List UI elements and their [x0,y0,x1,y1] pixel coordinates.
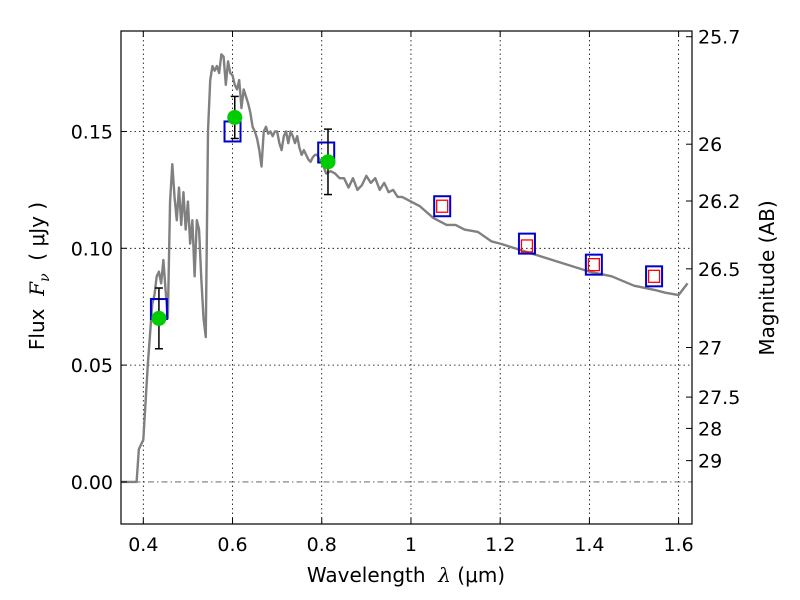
grid [121,31,692,524]
mag-tick-label: 26.5 [698,259,740,281]
x-axis-title-unit: (μm) [451,563,505,587]
x-tick-label: 1.6 [664,534,694,556]
y-axis-title-subscript: ν [37,273,53,282]
y-axis-title: Flux Fν ( μJy ) [25,202,53,350]
axis-ticks: 0.4 0.6 0.8 1 1.2 1.4 1.6 0.00 0.05 0.10 0.15 25.7 2… [71,27,741,556]
observed-point [320,154,336,170]
x-axis-title-prefix: Wavelength [307,563,438,587]
y-axis-title-symbol: F [25,281,49,297]
plot-area [121,53,689,484]
plot-series [121,53,689,484]
mag-tick-label: 25.7 [698,27,740,49]
mag-tick-label: 29 [698,451,722,473]
y-axis-title-unit: μJy [25,216,49,247]
y2-axis-title: Magnitude (AB) [755,200,779,355]
mag-tick-label: 27.5 [698,387,740,409]
model-photometry-box [433,195,452,218]
x-tick-label: 0.6 [217,534,247,556]
x-axis-title-symbol: λ [437,563,451,587]
observed-point [227,109,243,125]
model-spectrum-line [121,53,689,484]
x-tick-label: 1.2 [485,534,515,556]
x-axis-title: Wavelength λ (μm) [307,563,505,587]
y-axis-title-open: ( [25,247,49,274]
model-photometry-box [645,265,664,288]
x-tick-label: 1.4 [574,534,604,556]
mag-tick-label: 27 [698,337,722,359]
y-tick-label: 0.00 [71,472,113,494]
red-square-marker [520,239,534,253]
x-tick-label: 1 [405,534,417,556]
mag-tick-label: 26.2 [698,191,740,213]
axes-frame [120,30,693,525]
mag-tick-label: 28 [698,418,722,440]
red-square-marker [436,199,449,213]
y-tick-label: 0.15 [71,121,113,143]
model-photometry-box [584,253,603,276]
model-photometry-box [517,232,536,255]
x-tick-label: 0.4 [128,534,158,556]
x-tick-label: 0.8 [307,534,337,556]
y-tick-label: 0.05 [71,355,113,377]
red-square-marker [647,269,661,283]
mag-tick-label: 26 [698,134,722,156]
observed-point [151,310,167,326]
red-square-marker [587,257,601,272]
y-tick-label: 0.10 [71,238,113,260]
y-axis-title-prefix: Flux [25,296,49,350]
y-axis-title-close: ) [25,202,49,216]
